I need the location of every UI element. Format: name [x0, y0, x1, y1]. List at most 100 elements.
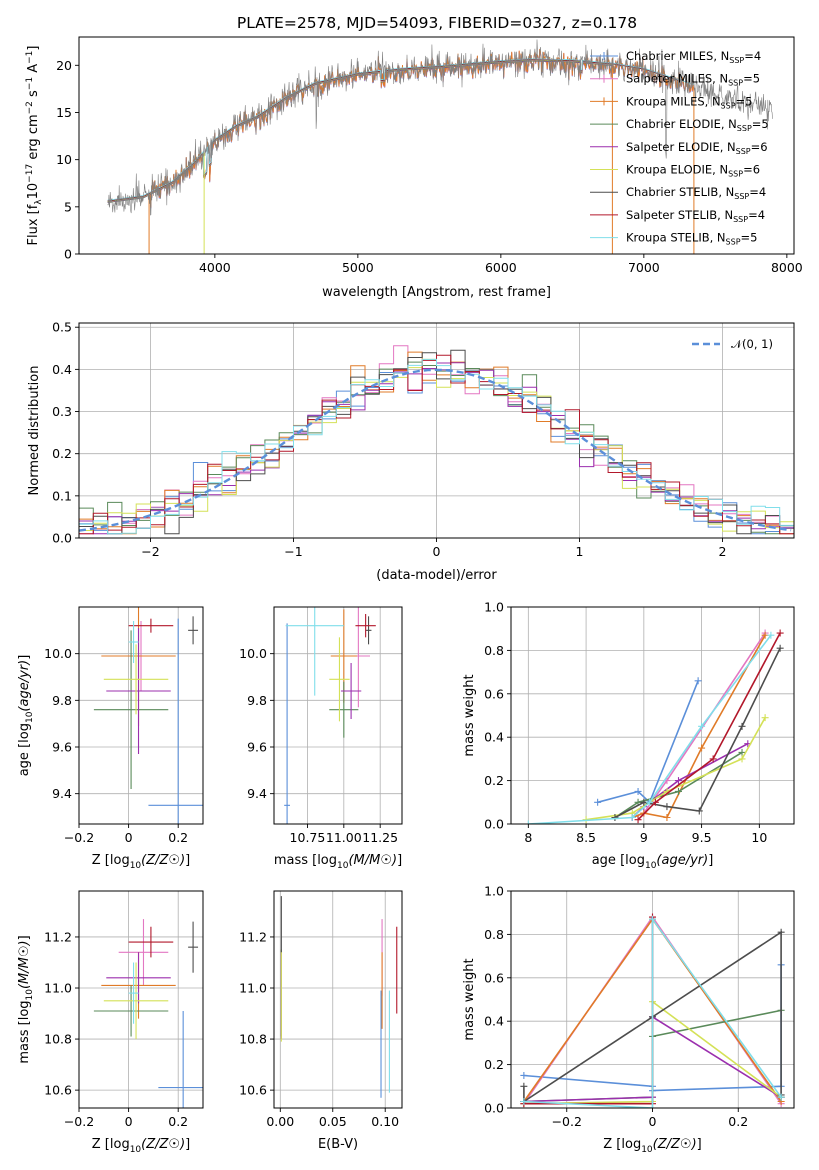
legend-text: Salpeter STELIB, N: [626, 208, 733, 222]
label-part: ]: [708, 853, 713, 868]
y-tick-label: 0.2: [484, 773, 504, 788]
series-marker: [695, 807, 703, 815]
axes-frame: [78, 606, 204, 825]
label-part: mass [log: [17, 1000, 32, 1063]
label-part: (M/M☉): [348, 853, 397, 868]
x-axis-label: Z [log10(Z/Z☉)]: [92, 853, 190, 871]
x-tick-label: 8000: [771, 260, 803, 275]
label-part: (age/yr): [656, 853, 708, 868]
legend-entry: Kroupa ELODIE, NSSP=6: [626, 163, 760, 179]
series-marker: [634, 787, 642, 795]
series-marker: [520, 1071, 528, 1079]
legend-value: =4: [749, 185, 766, 199]
plot-area: [511, 891, 794, 1108]
legend-text: Kroupa MILES, N: [626, 94, 721, 108]
legend-entry: Kroupa MILES, NSSP=5: [626, 94, 752, 110]
y-tick-label: 0.1: [52, 488, 72, 503]
x-tick-label: 0.2: [728, 1114, 748, 1129]
legend-value: =5: [743, 72, 760, 86]
label-part: age [log: [17, 723, 32, 776]
x-tick-label: 8: [524, 830, 532, 845]
label-part: ]: [17, 655, 32, 660]
label-subscript: 10: [25, 989, 35, 1001]
y-tick-label: 0.0: [484, 817, 504, 832]
x-tick-label: 0: [649, 1114, 657, 1129]
y-tick-label: 9.8: [52, 693, 72, 708]
x-axis-label: wavelength [Angstrom, rest frame]: [322, 285, 551, 300]
label-part: (Z/Z☉): [141, 1137, 185, 1152]
series-marker: [777, 1093, 785, 1101]
plot-area: [79, 323, 794, 538]
x-tick-label: 5000: [342, 260, 374, 275]
label-part: ]: [697, 1137, 702, 1152]
x-tick-label: −0.2: [552, 1114, 582, 1129]
series-marker: [776, 644, 784, 652]
series-marker: [524, 820, 532, 824]
y-tick-label: 0.3: [52, 404, 72, 419]
y-tick-label: 10.6: [239, 1083, 267, 1098]
x-tick-label: 0.2: [168, 1114, 188, 1129]
axes-frame: [273, 606, 403, 825]
legend-subscript: SSP: [728, 170, 743, 179]
data-spectrum: [107, 39, 773, 216]
y-tick-label: 5: [64, 199, 72, 214]
x-tick-label: −0.2: [64, 1114, 94, 1129]
legend-value: =4: [748, 208, 765, 222]
y-tick-label: 0.0: [52, 531, 72, 546]
y-tick-label: 9.6: [247, 740, 267, 755]
y-tick-label: 11.0: [239, 981, 267, 996]
series-marker: [663, 803, 671, 811]
y-tick-label: 0.4: [484, 1014, 504, 1029]
legend-subscript: SSP: [736, 147, 751, 156]
y-axis-label: mass [log10(M/M☉)]: [17, 935, 35, 1063]
figure-title: PLATE=2578, MJD=54093, FIBERID=0327, z=0…: [237, 14, 637, 32]
x-tick-label: 10.75: [290, 830, 326, 845]
label-part: Z [log: [92, 1137, 130, 1152]
label-part: (Z/Z☉): [141, 853, 185, 868]
series-marker: [594, 798, 602, 806]
series-marker: [698, 722, 706, 730]
axes-frame: [273, 890, 403, 1109]
series-marker: [649, 915, 656, 923]
x-axis-label: (data-model)/error: [376, 568, 497, 583]
panel-age-vs-mass: 10.75 11.00 11.25 9.4 9.6 9.8 10.0 mass [log10(…: [239, 606, 403, 871]
legend-subscript: SSP: [721, 101, 736, 110]
legend-subscript: SSP: [734, 192, 749, 201]
plot-area: [107, 39, 773, 254]
series-marker: [738, 722, 746, 730]
y-axis-label: Normed distribution: [27, 366, 42, 496]
x-tick-label: 8.5: [576, 830, 596, 845]
legend-text: Chabrier STELIB, N: [626, 185, 734, 199]
label-part: ]: [17, 935, 32, 940]
series-marker: [776, 629, 784, 637]
x-tick-label: 0.10: [371, 1114, 399, 1129]
y-axis-label: mass weight: [462, 958, 477, 1040]
legend-text: Chabrier MILES, N: [626, 49, 729, 63]
y-tick-label: 11.0: [44, 981, 72, 996]
label-part: A: [26, 64, 41, 77]
panel-spectrum: 4000 5000 6000 7000 8000 0 5 10 15 20 wavelength […: [25, 36, 803, 300]
series-line: [597, 680, 699, 804]
histogram-series: [79, 358, 794, 538]
legend-text: Kroupa STELIB, N: [626, 231, 726, 245]
axes-frame: [78, 36, 795, 255]
label-subscript: 10: [25, 711, 35, 723]
series-marker: [646, 798, 654, 806]
panel-age-vs-Z: −0.2 0 0.29.49.69.810.0Z [log10(Z/Z☉)]age …: [17, 606, 204, 871]
label-subscript: 10: [130, 1145, 142, 1155]
y-tick-label: 10.0: [44, 646, 72, 661]
y-tick-label: 10.6: [44, 1083, 72, 1098]
y-tick-label: 10.0: [239, 646, 267, 661]
legend-text: Salpeter ELODIE, N: [626, 140, 736, 154]
label-subscript: 10: [641, 1145, 653, 1155]
y-tick-label: 9.6: [52, 740, 72, 755]
y-tick-label: 0.2: [484, 1057, 504, 1072]
y-axis-label: Flux [fλ10−17 erg cm−2 s−1 A−1]: [25, 46, 44, 246]
plot-area: [274, 607, 402, 824]
x-tick-label: 10: [751, 830, 767, 845]
y-axis-label: age [log10(age/yr)]: [17, 655, 35, 777]
label-part: mass [log: [274, 853, 337, 868]
normal-curve: [79, 368, 792, 532]
label-part: ]: [185, 1137, 190, 1152]
